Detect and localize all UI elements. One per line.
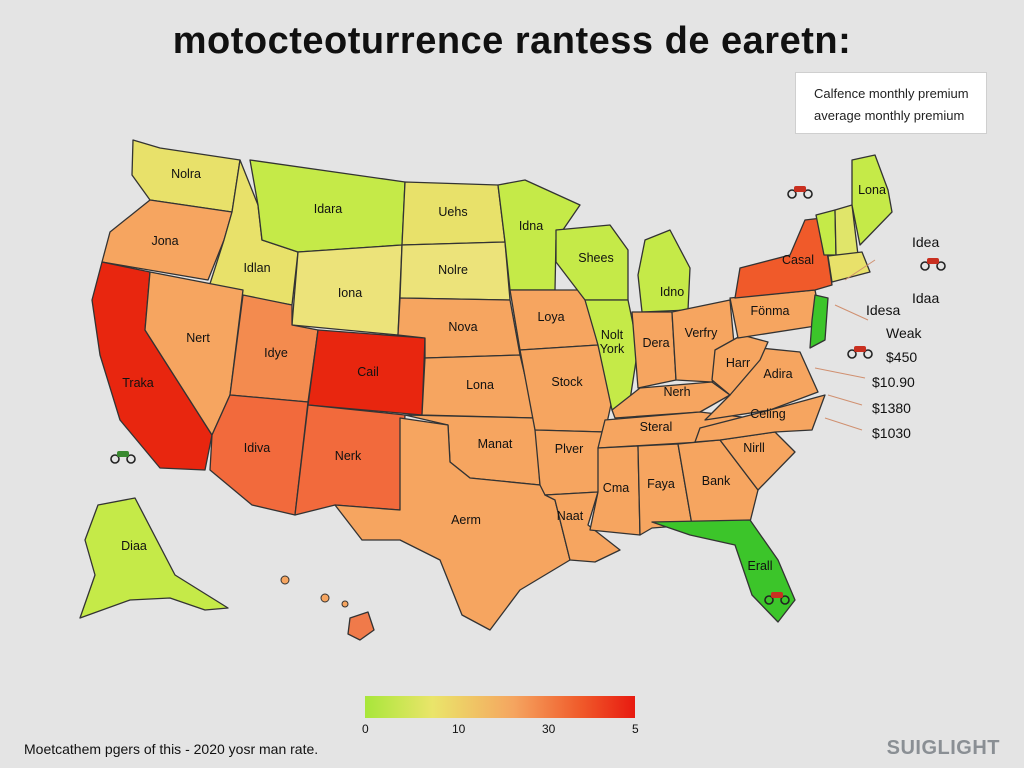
- state-ms[interactable]: [589, 445, 641, 536]
- scale-tick: 0: [362, 722, 369, 736]
- callout-lines: [814, 259, 876, 431]
- state-label-wy: Iona: [338, 286, 362, 300]
- state-label-mo: Stock: [551, 375, 583, 389]
- legend-line-1: Calfence monthly premium: [814, 86, 969, 101]
- motorcycle-icon: [764, 592, 790, 605]
- state-label-sd: Nolre: [438, 263, 468, 277]
- state-label-co: Cail: [357, 365, 379, 379]
- state-label-il: Nolt York: [600, 328, 625, 356]
- motorcycle-icon: [787, 186, 813, 199]
- state-nj[interactable]: [809, 294, 829, 349]
- state-label-wi: Shees: [578, 251, 613, 265]
- state-label-mt: Idara: [314, 202, 343, 216]
- state-label-or: Jona: [151, 234, 178, 248]
- motorcycle-icon: [847, 346, 873, 359]
- state-label-fl: Erall: [747, 559, 772, 573]
- state-in[interactable]: [631, 311, 677, 389]
- scale-tick: 10: [452, 722, 466, 736]
- state-va[interactable]: [704, 347, 819, 421]
- state-label-tn: Steral: [640, 420, 673, 434]
- state-label-nm: Nerk: [335, 449, 362, 463]
- state-ma[interactable]: [827, 251, 871, 283]
- color-scale-bar: [365, 696, 635, 718]
- state-label-in: Dera: [642, 336, 669, 350]
- motorcycle-icon: [920, 258, 946, 271]
- state-label-id: Idlan: [243, 261, 270, 275]
- state-label-ar: Plver: [555, 442, 583, 456]
- callout-label: $1030: [872, 425, 911, 441]
- state-label-oh: Verfry: [685, 326, 718, 340]
- state-label-mi: Idno: [660, 285, 684, 299]
- state-ar[interactable]: [534, 429, 606, 496]
- state-label-ak: Diaa: [121, 539, 147, 553]
- state-label-wa: Nolra: [171, 167, 201, 181]
- scale-tick: 30: [542, 722, 556, 736]
- state-az[interactable]: [209, 394, 309, 516]
- scale-tick: 5: [632, 722, 639, 736]
- legend-box: Calfence monthly premium average monthly…: [795, 72, 987, 134]
- state-hi-island: [341, 600, 349, 608]
- callout-label: $10.90: [872, 374, 915, 390]
- state-nc[interactable]: [694, 394, 826, 443]
- state-labels: Nolra Jona Traka Idlan Nert Idara Iona Idye Cail…: [121, 167, 886, 573]
- callout-label: Weak: [886, 325, 922, 341]
- state-hi[interactable]: [347, 611, 375, 641]
- state-label-ms: Cma: [603, 481, 629, 495]
- state-label-ok: Manat: [478, 437, 513, 451]
- state-ak[interactable]: [79, 497, 229, 619]
- state-label-nc: Celing: [750, 407, 785, 421]
- state-me[interactable]: [851, 154, 893, 246]
- state-label-ga: Bank: [702, 474, 731, 488]
- map-title: motocteoturrence rantess de earetn:: [172, 20, 852, 62]
- state-label-pa: Fönma: [751, 304, 790, 318]
- state-label-va: Adira: [763, 367, 792, 381]
- state-label-nv: Nert: [186, 331, 210, 345]
- callout-label: Idesa: [866, 302, 901, 318]
- callout-label: Idea: [912, 234, 940, 250]
- state-label-ks: Lona: [466, 378, 494, 392]
- brand-logo: SUIGLIGHT: [886, 737, 1000, 759]
- state-label-ca: Traka: [122, 376, 154, 390]
- state-label-wv: Harr: [726, 356, 750, 370]
- state-fl[interactable]: [651, 519, 796, 623]
- legend-line-2: average monthly premium: [814, 108, 965, 123]
- state-tx[interactable]: [334, 417, 571, 631]
- state-mi[interactable]: [637, 229, 691, 313]
- state-hi-island: [320, 593, 330, 603]
- state-label-la: Naat: [557, 509, 584, 523]
- footer-note: Moetcathem pgers of this - 2020 yosr man…: [24, 741, 319, 757]
- state-label-mn: Idna: [519, 219, 543, 233]
- state-label-al: Faya: [647, 477, 675, 491]
- callout-label: Idaa: [912, 290, 940, 306]
- state-label-tx: Aerm: [451, 513, 481, 527]
- state-mo[interactable]: [519, 344, 613, 433]
- state-label-ut: Idye: [264, 346, 288, 360]
- motorcycle-icons: [110, 186, 946, 605]
- state-label-me: Lona: [858, 183, 886, 197]
- motorcycle-icon: [110, 451, 136, 464]
- state-label-az: Idiva: [244, 441, 270, 455]
- state-hi-island: [280, 575, 290, 585]
- state-label-sc: Nirll: [743, 441, 765, 455]
- state-mn[interactable]: [497, 179, 581, 291]
- state-label-ky: Nerh: [663, 385, 690, 399]
- state-label-ny: Casal: [782, 253, 814, 267]
- callout-label: $450: [886, 349, 918, 365]
- state-label-ia: Loya: [537, 310, 564, 324]
- state-label-nd: Uehs: [438, 205, 467, 219]
- state-label-ne: Nova: [448, 320, 477, 334]
- callout-label: $1380: [872, 400, 911, 416]
